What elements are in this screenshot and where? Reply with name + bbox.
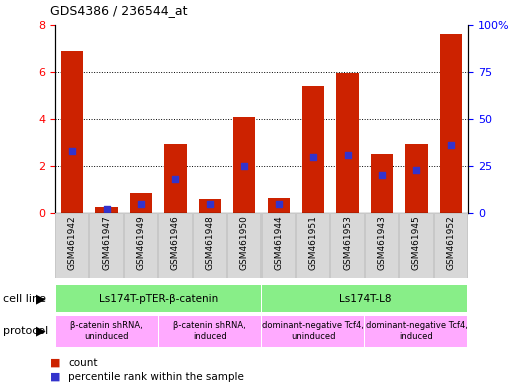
Bar xyxy=(90,214,123,278)
Bar xyxy=(228,214,260,278)
Point xyxy=(103,206,111,212)
Bar xyxy=(56,214,88,278)
Bar xyxy=(55,285,261,313)
Point xyxy=(412,167,420,173)
Point xyxy=(137,200,145,207)
Bar xyxy=(61,51,83,213)
Bar xyxy=(332,214,364,278)
Text: β-catenin shRNA,
induced: β-catenin shRNA, induced xyxy=(174,321,246,341)
Bar xyxy=(95,207,118,213)
Text: GSM461948: GSM461948 xyxy=(206,215,214,270)
Bar xyxy=(366,316,468,347)
Bar xyxy=(164,144,187,213)
Text: dominant-negative Tcf4,
induced: dominant-negative Tcf4, induced xyxy=(366,321,468,341)
Bar xyxy=(336,73,359,213)
Text: Ls174T-L8: Ls174T-L8 xyxy=(338,293,391,304)
Bar xyxy=(435,214,467,278)
Text: GSM461947: GSM461947 xyxy=(102,215,111,270)
Text: dominant-negative Tcf4,
uninduced: dominant-negative Tcf4, uninduced xyxy=(262,321,364,341)
Text: GDS4386 / 236544_at: GDS4386 / 236544_at xyxy=(50,4,187,17)
Text: GSM461945: GSM461945 xyxy=(412,215,421,270)
Bar xyxy=(125,214,157,278)
Point xyxy=(309,154,317,160)
Bar xyxy=(400,214,433,278)
Bar xyxy=(263,214,295,278)
Text: GSM461952: GSM461952 xyxy=(446,215,456,270)
Text: protocol: protocol xyxy=(3,326,48,336)
Text: GSM461951: GSM461951 xyxy=(309,215,317,270)
Text: ▶: ▶ xyxy=(36,292,46,305)
Bar xyxy=(262,285,468,313)
Point xyxy=(275,200,283,207)
Bar xyxy=(194,214,226,278)
Text: ■: ■ xyxy=(50,358,60,368)
Text: count: count xyxy=(68,358,97,368)
Text: ■: ■ xyxy=(50,372,60,382)
Bar xyxy=(262,316,364,347)
Point xyxy=(378,172,386,179)
Point xyxy=(171,176,179,182)
Point xyxy=(344,152,352,158)
Bar xyxy=(440,35,462,213)
Point xyxy=(206,200,214,207)
Bar xyxy=(371,154,393,213)
Text: percentile rank within the sample: percentile rank within the sample xyxy=(68,372,244,382)
Bar xyxy=(405,144,428,213)
Text: ▶: ▶ xyxy=(36,325,46,338)
Point xyxy=(447,142,455,149)
Bar xyxy=(302,86,324,213)
Bar xyxy=(366,214,398,278)
Bar xyxy=(297,214,329,278)
Text: β-catenin shRNA,
uninduced: β-catenin shRNA, uninduced xyxy=(70,321,143,341)
Bar xyxy=(55,316,157,347)
Text: GSM461953: GSM461953 xyxy=(343,215,352,270)
Text: GSM461946: GSM461946 xyxy=(171,215,180,270)
Bar xyxy=(130,193,152,213)
Text: Ls174T-pTER-β-catenin: Ls174T-pTER-β-catenin xyxy=(98,293,218,304)
Text: GSM461949: GSM461949 xyxy=(137,215,145,270)
Bar xyxy=(199,199,221,213)
Text: GSM461943: GSM461943 xyxy=(378,215,386,270)
Bar xyxy=(233,117,255,213)
Bar xyxy=(159,214,191,278)
Text: GSM461944: GSM461944 xyxy=(274,215,283,270)
Text: GSM461950: GSM461950 xyxy=(240,215,249,270)
Point xyxy=(68,148,76,154)
Text: GSM461942: GSM461942 xyxy=(67,215,77,270)
Point xyxy=(240,163,248,169)
Text: cell line: cell line xyxy=(3,293,46,304)
Bar xyxy=(159,316,261,347)
Bar xyxy=(268,198,290,213)
